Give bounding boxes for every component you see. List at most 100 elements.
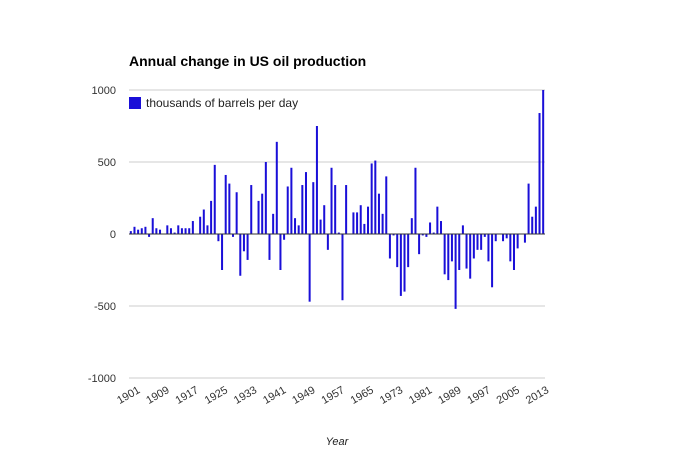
bar-2010 — [527, 183, 530, 234]
x-tick-label: 1981 — [407, 384, 434, 407]
bar-2009 — [523, 234, 526, 243]
bar-1979 — [414, 167, 417, 234]
bar-1977 — [407, 234, 410, 268]
bar-1921 — [202, 209, 205, 234]
bar-1950 — [308, 234, 311, 302]
bar-2012 — [534, 206, 537, 234]
bar-1989 — [450, 234, 453, 262]
bar-1915 — [180, 228, 183, 234]
bar-1982 — [425, 234, 428, 237]
bar-1904 — [140, 228, 143, 234]
x-tick-label: 2005 — [495, 384, 522, 407]
bar-1912 — [169, 228, 172, 234]
bar-1990 — [454, 234, 457, 309]
bar-1929 — [232, 234, 235, 237]
bar-1905 — [144, 226, 147, 234]
bar-1947 — [297, 225, 300, 234]
bar-1971 — [385, 176, 388, 234]
x-tick-label: 1973 — [378, 384, 405, 407]
bar-1995 — [472, 234, 475, 259]
bar-1934 — [250, 185, 253, 234]
legend-label: thousands of barrels per day — [146, 96, 298, 110]
x-tick-label: 1949 — [290, 384, 317, 407]
bar-1994 — [469, 234, 472, 279]
bar-1964 — [359, 205, 362, 234]
bar-1968 — [374, 160, 377, 234]
bar-2003 — [502, 234, 505, 242]
bar-1984 — [432, 232, 435, 234]
bar-2011 — [531, 216, 534, 234]
bar-1926 — [221, 234, 224, 270]
bar-1966 — [367, 206, 370, 234]
bar-1993 — [465, 234, 468, 269]
bar-1958 — [337, 232, 340, 234]
y-axis: -1000 -500 0 500 1000 — [88, 85, 116, 385]
bar-1974 — [396, 234, 399, 268]
legend: thousands of barrels per day — [129, 96, 298, 110]
bar-1988 — [447, 234, 450, 281]
bar-1985 — [436, 206, 439, 234]
bar-1992 — [461, 225, 464, 234]
bar-1945 — [290, 167, 293, 234]
bar-1908 — [155, 228, 158, 234]
bar-2013 — [538, 113, 541, 234]
x-tick-label: 1941 — [261, 384, 288, 407]
bar-1954 — [323, 205, 326, 234]
x-tick-label: 1997 — [465, 384, 492, 407]
bar-1924 — [213, 164, 216, 234]
bar-1938 — [264, 162, 267, 234]
chart-title: Annual change in US oil production — [129, 53, 366, 69]
bar-1965 — [363, 223, 366, 234]
bar-1953 — [319, 219, 322, 234]
bar-1986 — [440, 221, 443, 234]
x-tick-label: 1989 — [436, 384, 463, 407]
bar-1918 — [191, 221, 194, 234]
x-axis-label: Year — [326, 436, 350, 448]
bar-1996 — [476, 234, 479, 250]
bar-1998 — [483, 234, 486, 237]
bar-1959 — [341, 234, 344, 301]
bar-1922 — [206, 225, 209, 234]
x-tick-label: 1957 — [319, 384, 346, 407]
bar-2014 — [542, 90, 545, 234]
x-tick-label: 1901 — [115, 384, 142, 407]
bar-1927 — [224, 174, 227, 234]
bar-1942 — [279, 234, 282, 270]
bar-1923 — [210, 200, 213, 234]
x-tick-label: 2013 — [524, 384, 551, 407]
bar-1963 — [356, 212, 359, 234]
bar-1983 — [429, 222, 432, 234]
x-tick-label: 1925 — [203, 384, 230, 407]
bar-1937 — [261, 193, 264, 234]
bar-1903 — [137, 229, 140, 234]
bar-1928 — [228, 183, 231, 234]
bar-1940 — [272, 213, 275, 234]
bar-1948 — [301, 185, 304, 234]
bar-1933 — [246, 234, 249, 260]
bar-1943 — [283, 234, 286, 240]
bar-1901 — [129, 231, 132, 234]
bar-2004 — [505, 234, 508, 239]
y-tick-label: 1000 — [92, 85, 116, 97]
bar-1960 — [345, 185, 348, 234]
bar-2007 — [516, 234, 519, 249]
bar-1939 — [268, 234, 271, 260]
x-axis: 1901 1909 1917 1925 1933 1941 1949 1957 1965 1973… — [115, 384, 551, 407]
bar-1902 — [133, 226, 136, 234]
bar-1975 — [399, 234, 402, 296]
y-tick-label: -1000 — [88, 373, 116, 385]
y-tick-label: 500 — [98, 157, 116, 169]
bar-1980 — [418, 234, 421, 255]
bar-1991 — [458, 234, 461, 270]
bar-1930 — [235, 192, 238, 234]
bar-1907 — [151, 218, 154, 234]
bar-1972 — [388, 234, 391, 259]
bar-1913 — [173, 232, 176, 234]
bar-1952 — [315, 126, 318, 234]
bar-1999 — [487, 234, 490, 262]
bar-1932 — [242, 234, 245, 252]
x-tick-label: 1965 — [349, 384, 376, 407]
bar-1962 — [352, 212, 355, 234]
bar-1970 — [381, 213, 384, 234]
